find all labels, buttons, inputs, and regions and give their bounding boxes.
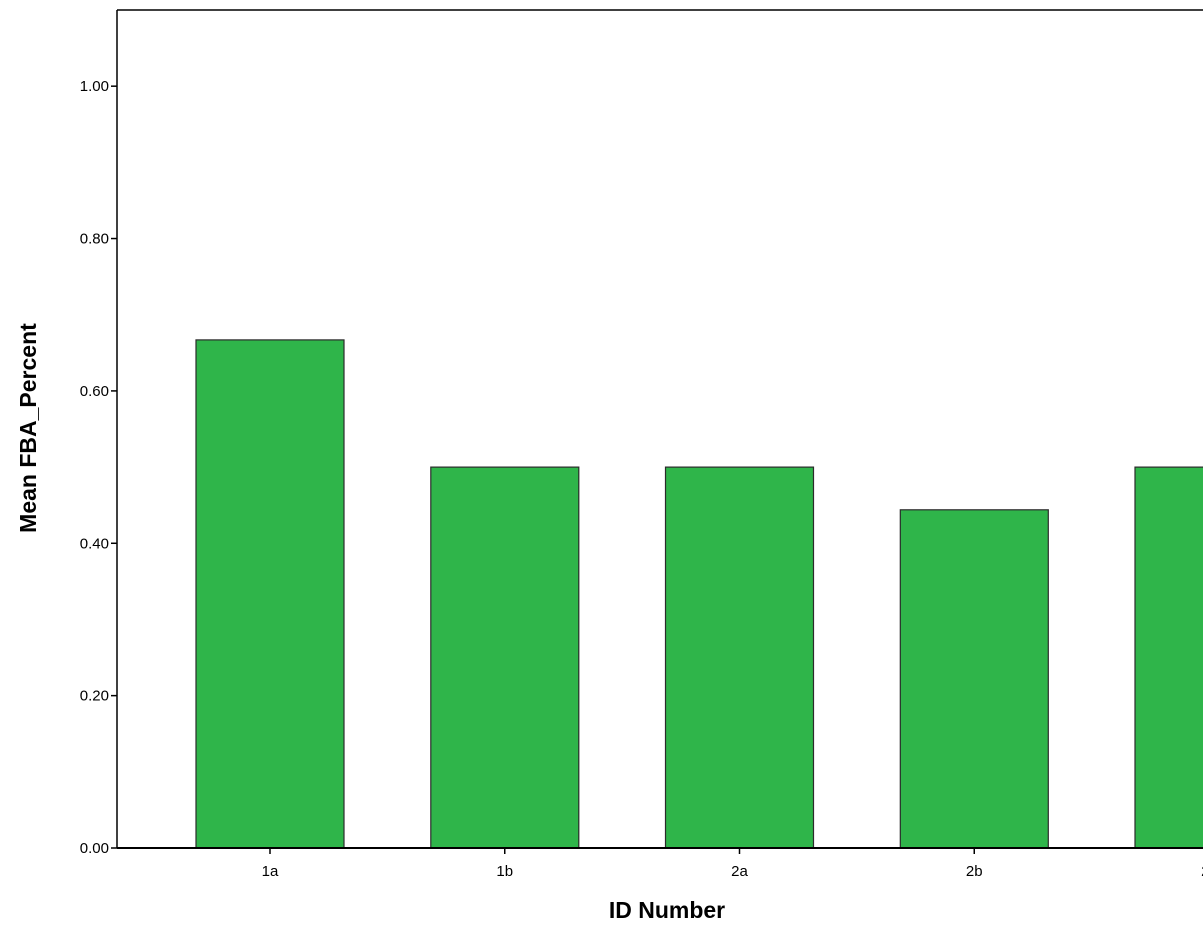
y-tick-label: 0.80: [80, 231, 109, 248]
bar-1b: [430, 466, 580, 849]
bar-2a: [664, 466, 815, 849]
bar-2b: [899, 509, 1049, 849]
y-tick-label: 0.40: [80, 535, 109, 552]
y-tick-label: 1.00: [80, 78, 109, 95]
y-tick-label: 0.00: [80, 840, 109, 857]
x-tick-label-2c: 2c: [1201, 863, 1203, 880]
y-tick-label: 0.60: [80, 383, 109, 400]
y-axis-title: Mean FBA_Percent: [15, 323, 41, 533]
x-tick-label-2a: 2a: [731, 863, 748, 880]
x-axis-title: ID Number: [609, 897, 725, 923]
bars-group: [195, 339, 1203, 849]
bar-2c: [1134, 466, 1203, 849]
y-tick-label: 0.20: [80, 688, 109, 705]
y-axis: 0.00 0.20 0.40 0.60 0.80 1.00: [80, 10, 118, 857]
x-axis: 1a 1b 2a 2b 2c: [117, 847, 1203, 880]
bar-1a: [195, 339, 345, 849]
x-tick-label-2b: 2b: [966, 863, 983, 880]
x-tick-label-1a: 1a: [262, 863, 279, 880]
x-tick-label-1b: 1b: [496, 863, 513, 880]
